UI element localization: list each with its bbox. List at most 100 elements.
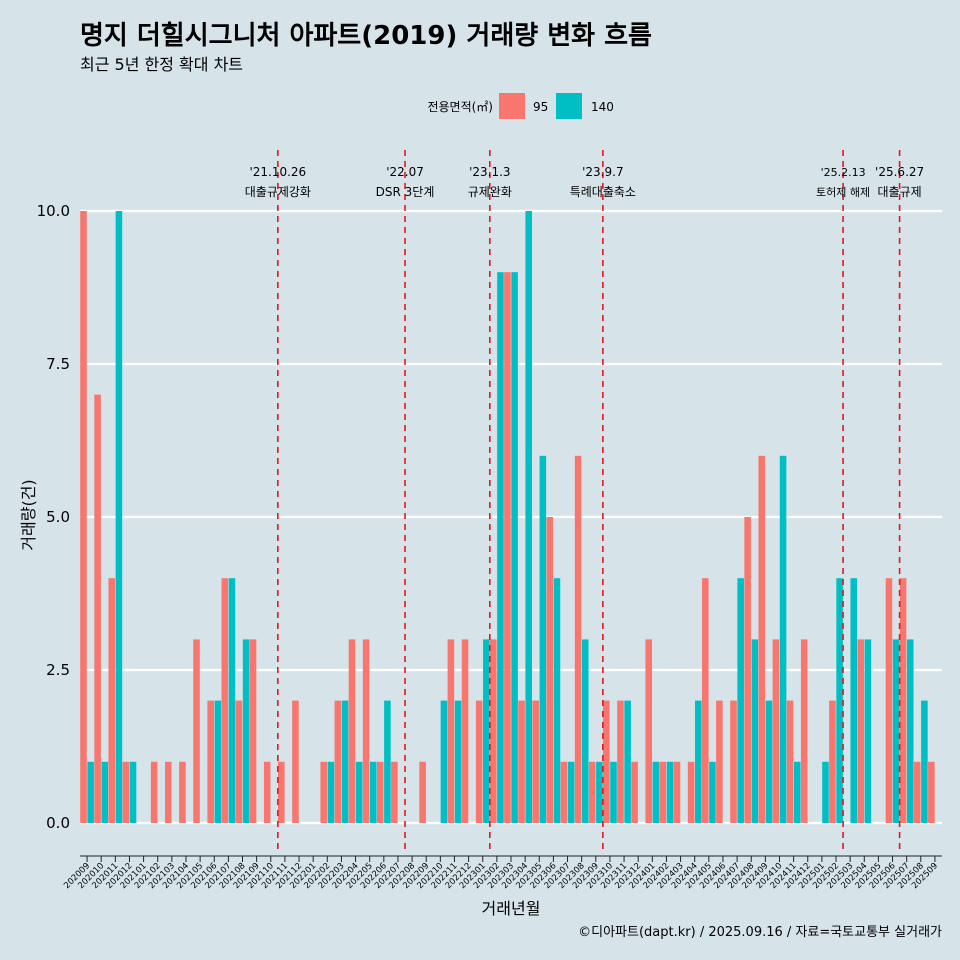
x-axis-label: 거래년월 <box>482 899 541 918</box>
bar-95-202403 <box>673 761 681 823</box>
event-label: 토허제 해제 <box>816 185 870 199</box>
event-date: '25.2.13 <box>821 166 866 179</box>
bar-95-202408 <box>744 517 751 823</box>
chart-subtitle: 최근 5년 한정 확대 차트 <box>80 55 243 74</box>
legend-key-140 <box>556 93 582 119</box>
bar-95-202309 <box>588 761 596 823</box>
bar-140-202010 <box>101 761 109 823</box>
bar-95-202412 <box>800 639 808 823</box>
bar-95-202404 <box>687 761 695 823</box>
bar-140-202408 <box>751 639 759 823</box>
bar-95-202409 <box>758 455 766 823</box>
bar-140-202504 <box>864 639 872 823</box>
bar-95-202509 <box>928 761 935 823</box>
legend: 전용면적(㎡) 95 140 <box>427 93 614 119</box>
bar-95-202310 <box>603 700 610 823</box>
bar-95-202308 <box>574 455 582 823</box>
event-label: DSR 3단계 <box>376 185 435 199</box>
bar-95-202301 <box>475 700 483 823</box>
bar-140-202409 <box>765 700 773 823</box>
legend-label-95: 95 <box>533 100 548 114</box>
y-tick-label: 10.0 <box>37 202 70 220</box>
bar-140-202205 <box>369 761 377 823</box>
bar-140-202310 <box>610 761 617 823</box>
bar-140-202411 <box>793 761 801 823</box>
bar-95-202108 <box>235 700 243 823</box>
bar-95-202508 <box>913 761 921 823</box>
bar-95-202011 <box>108 578 116 823</box>
bar-140-202307 <box>567 761 575 823</box>
bar-95-202311 <box>617 700 624 823</box>
bar-95-202307 <box>560 761 568 823</box>
bar-95-202202 <box>320 761 327 823</box>
bar-140-202303 <box>511 272 518 823</box>
bar-140-202305 <box>539 455 547 823</box>
bar-140-202108 <box>242 639 250 823</box>
y-tick-label: 7.5 <box>46 355 70 373</box>
y-tick-label: 2.5 <box>46 661 70 679</box>
bar-95-202111 <box>278 761 285 823</box>
bar-140-202210 <box>440 700 448 823</box>
bar-140-202404 <box>695 700 702 823</box>
bar-95-202504 <box>857 639 864 823</box>
y-axis-label: 거래량(건) <box>19 479 38 550</box>
bar-140-202301 <box>483 639 490 823</box>
bar-140-202204 <box>355 761 363 823</box>
bar-140-202302 <box>497 272 504 823</box>
event-label: 대출규제강화 <box>245 185 311 199</box>
bar-95-202105 <box>193 639 200 823</box>
bar-140-202410 <box>779 455 787 823</box>
plot-area: 0.02.55.07.510.0202009202010202011202012… <box>37 150 942 891</box>
bar-140-202012 <box>129 761 137 823</box>
bar-95-202303 <box>504 272 511 823</box>
y-tick-label: 5.0 <box>46 508 70 526</box>
bar-95-202205 <box>362 639 370 823</box>
event-date: '22.07 <box>386 165 424 179</box>
legend-key-95 <box>499 93 525 119</box>
event-date: '23.9.7 <box>582 165 623 179</box>
bar-95-202401 <box>645 639 653 823</box>
bar-95-202103 <box>164 761 172 823</box>
bar-140-202203 <box>341 700 349 823</box>
bar-95-202107 <box>221 578 229 823</box>
bar-140-202106 <box>214 700 222 823</box>
event-label: 대출규제 <box>878 185 922 199</box>
bar-95-202411 <box>786 700 794 823</box>
bar-95-202405 <box>701 578 709 823</box>
bar-95-202104 <box>179 761 186 823</box>
bar-140-202501 <box>822 761 829 823</box>
bar-95-202204 <box>348 639 356 823</box>
bar-140-202211 <box>454 700 462 823</box>
bar-95-202110 <box>263 761 271 823</box>
event-date: '25.6.27 <box>875 165 924 179</box>
bar-95-202106 <box>207 700 214 823</box>
bar-95-202402 <box>659 761 667 823</box>
bar-95-202209 <box>419 761 426 823</box>
bar-95-202506 <box>885 578 893 823</box>
bar-95-202109 <box>249 639 257 823</box>
bar-95-202502 <box>829 700 836 823</box>
bar-140-202304 <box>525 211 532 823</box>
bar-95-202306 <box>546 517 554 823</box>
bar-95-202302 <box>490 639 497 823</box>
bar-95-202012 <box>122 761 130 823</box>
bar-140-202407 <box>737 578 744 823</box>
bar-95-202009 <box>80 211 87 823</box>
chart-title: 명지 더힐시그니처 아파트(2019) 거래량 변화 흐름 <box>80 21 652 51</box>
bar-95-202312 <box>631 761 638 823</box>
event-date: '21.10.26 <box>249 165 306 179</box>
bar-95-202407 <box>730 700 737 823</box>
y-tick-label: 0.0 <box>46 814 70 832</box>
bar-140-202202 <box>327 761 335 823</box>
bar-140-202309 <box>596 761 603 823</box>
bar-140-202311 <box>624 700 631 823</box>
bar-140-202306 <box>553 578 561 823</box>
event-label: 특례대출축소 <box>570 185 636 199</box>
bar-95-202203 <box>334 700 342 823</box>
bar-140-202506 <box>892 639 900 823</box>
bar-140-202405 <box>709 761 716 823</box>
bar-95-202406 <box>716 700 723 823</box>
bar-140-202507 <box>906 639 914 823</box>
bar-140-202011 <box>115 211 123 823</box>
